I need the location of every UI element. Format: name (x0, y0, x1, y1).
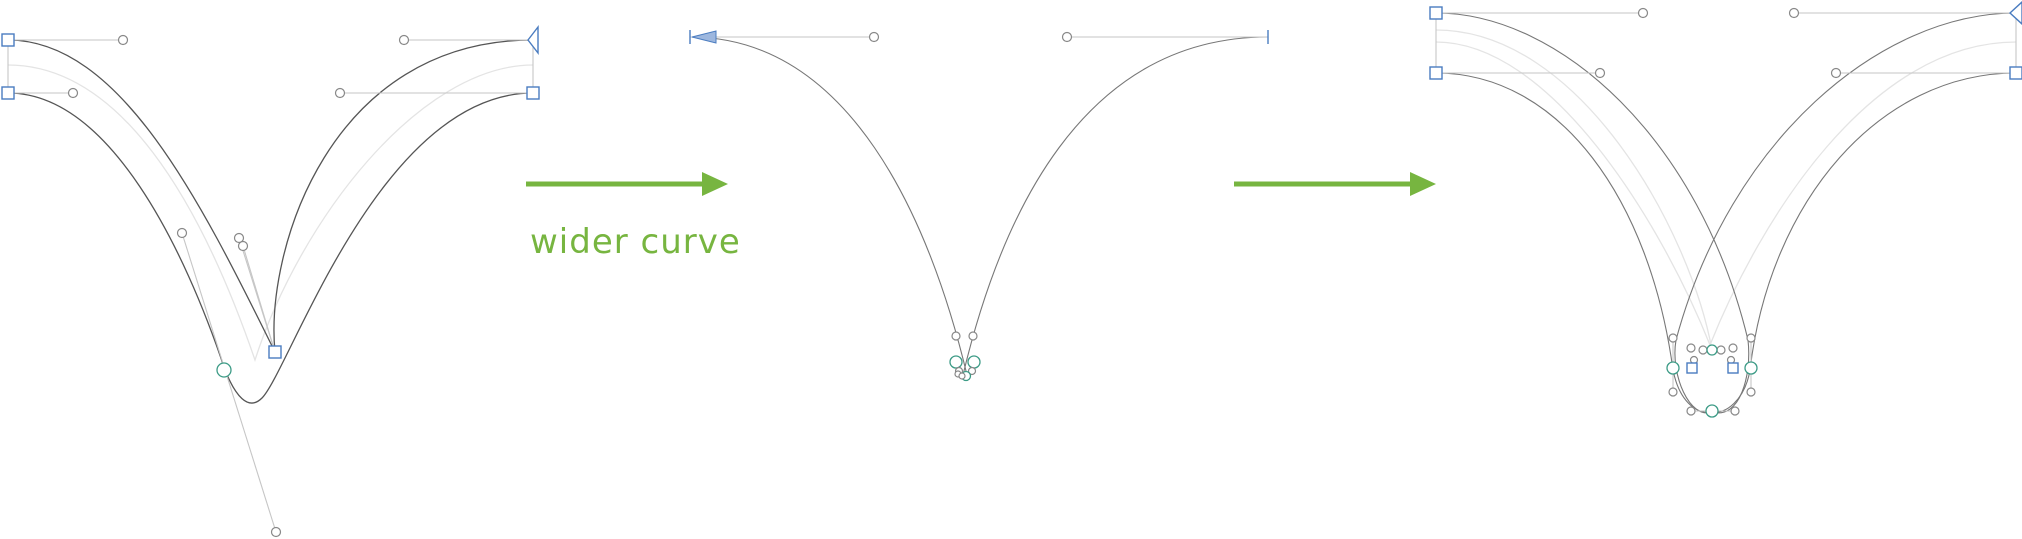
outer-outline-left (7, 39, 276, 353)
outer-outline-right (273, 39, 534, 353)
cusp-cluster (949, 355, 981, 382)
arrow-1 (526, 172, 728, 196)
curve-right (962, 36, 1269, 376)
curve-left (689, 36, 968, 376)
anchor-nodes (1429, 1, 2022, 374)
faint-guide (1435, 29, 1713, 351)
control-points (1594, 7, 1842, 416)
panel-center-curve (689, 30, 1269, 382)
control-points (868, 31, 1073, 341)
tangent-nodes (1666, 344, 1758, 418)
caption-label: wider curve (530, 222, 741, 262)
inner-left (1435, 72, 1713, 414)
inner-outline-left (7, 92, 534, 404)
panel-wider-stroke (1429, 1, 2022, 418)
center-line (1435, 41, 2017, 347)
center-line (7, 64, 534, 363)
arrow-2 (1234, 172, 1436, 196)
panel-original-stroke (1, 24, 540, 538)
handle-lines (8, 39, 533, 533)
tangent-node (216, 362, 232, 378)
anchor-nodes (1, 24, 540, 359)
handle-lines (1436, 12, 2016, 412)
outer-right (1674, 12, 2017, 414)
control-points (67, 34, 410, 538)
start-arrow-node (691, 30, 717, 44)
inner-right (1711, 72, 2017, 413)
